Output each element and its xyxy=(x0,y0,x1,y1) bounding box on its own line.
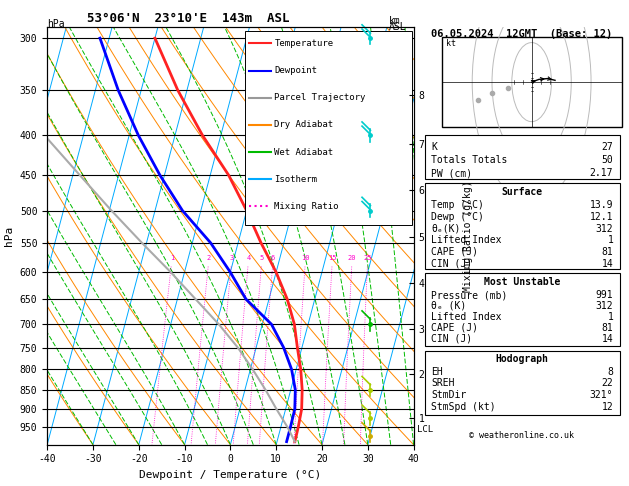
Text: 3: 3 xyxy=(230,255,234,261)
Text: 321°: 321° xyxy=(590,390,613,400)
Text: Lifted Index: Lifted Index xyxy=(431,235,502,245)
X-axis label: Dewpoint / Temperature (°C): Dewpoint / Temperature (°C) xyxy=(139,470,321,480)
Text: 2: 2 xyxy=(207,255,211,261)
Text: Dry Adiabat: Dry Adiabat xyxy=(274,121,333,129)
Text: Dry Adiabat: Dry Adiabat xyxy=(274,121,333,129)
Text: Temperature: Temperature xyxy=(274,39,333,48)
Text: Surface: Surface xyxy=(502,187,543,197)
Text: 1: 1 xyxy=(608,235,613,245)
Text: Parcel Trajectory: Parcel Trajectory xyxy=(274,93,365,102)
Text: 06.05.2024  12GMT  (Base: 12): 06.05.2024 12GMT (Base: 12) xyxy=(430,29,612,39)
Text: Isotherm: Isotherm xyxy=(274,175,318,184)
Text: Parcel Trajectory: Parcel Trajectory xyxy=(274,93,365,102)
Text: Dewpoint: Dewpoint xyxy=(274,66,318,75)
Y-axis label: Mixing Ratio (g/kg): Mixing Ratio (g/kg) xyxy=(463,180,473,292)
Text: 10: 10 xyxy=(301,255,309,261)
Text: Most Unstable: Most Unstable xyxy=(484,277,560,287)
Text: 8: 8 xyxy=(608,366,613,377)
Text: Hodograph: Hodograph xyxy=(496,354,548,364)
Text: 50: 50 xyxy=(601,155,613,165)
Text: 312: 312 xyxy=(596,301,613,311)
Text: hPa: hPa xyxy=(47,19,65,30)
Text: 12.1: 12.1 xyxy=(590,212,613,222)
Bar xyxy=(425,136,620,179)
Bar xyxy=(425,184,620,269)
Text: CIN (J): CIN (J) xyxy=(431,333,472,344)
Text: EH: EH xyxy=(431,366,443,377)
Text: PW (cm): PW (cm) xyxy=(431,169,472,178)
Text: kt: kt xyxy=(446,39,456,48)
Text: Mixing Ratio: Mixing Ratio xyxy=(274,202,339,211)
Text: 1: 1 xyxy=(608,312,613,322)
Text: Isotherm: Isotherm xyxy=(274,175,318,184)
Text: 2.17: 2.17 xyxy=(590,169,613,178)
Text: 22: 22 xyxy=(601,378,613,388)
Text: θₑ(K): θₑ(K) xyxy=(431,224,460,234)
Text: 4: 4 xyxy=(247,255,250,261)
Text: 12: 12 xyxy=(601,401,613,412)
Text: 5: 5 xyxy=(260,255,264,261)
Text: 14: 14 xyxy=(601,333,613,344)
Text: K: K xyxy=(431,142,437,152)
Text: 27: 27 xyxy=(601,142,613,152)
Text: Lifted Index: Lifted Index xyxy=(431,312,502,322)
Bar xyxy=(425,273,620,347)
Text: 53°06'N  23°10'E  143m  ASL: 53°06'N 23°10'E 143m ASL xyxy=(87,12,290,25)
Text: CAPE (J): CAPE (J) xyxy=(431,247,478,257)
Text: Wet Adiabat: Wet Adiabat xyxy=(274,148,333,156)
Text: Totals Totals: Totals Totals xyxy=(431,155,508,165)
Text: LCL: LCL xyxy=(417,425,433,434)
Text: 81: 81 xyxy=(601,247,613,257)
Text: Dewp (°C): Dewp (°C) xyxy=(431,212,484,222)
Text: 14: 14 xyxy=(601,259,613,269)
Text: StmSpd (kt): StmSpd (kt) xyxy=(431,401,496,412)
Text: StmDir: StmDir xyxy=(431,390,466,400)
Text: Dewpoint: Dewpoint xyxy=(274,66,318,75)
Text: 13.9: 13.9 xyxy=(590,200,613,210)
Text: 81: 81 xyxy=(601,323,613,332)
Text: ASL: ASL xyxy=(389,22,406,32)
Bar xyxy=(442,37,621,127)
Text: CIN (J): CIN (J) xyxy=(431,259,472,269)
Text: Wet Adiabat: Wet Adiabat xyxy=(274,148,333,156)
Text: © weatheronline.co.uk: © weatheronline.co.uk xyxy=(469,431,574,440)
Text: 6: 6 xyxy=(271,255,275,261)
Text: Temp (°C): Temp (°C) xyxy=(431,200,484,210)
Text: 20: 20 xyxy=(348,255,356,261)
Text: 312: 312 xyxy=(596,224,613,234)
Text: 25: 25 xyxy=(364,255,372,261)
Text: Pressure (mb): Pressure (mb) xyxy=(431,290,508,300)
Text: 15: 15 xyxy=(328,255,337,261)
Text: km: km xyxy=(389,16,401,26)
Text: 1: 1 xyxy=(170,255,174,261)
Text: 991: 991 xyxy=(596,290,613,300)
Text: SREH: SREH xyxy=(431,378,455,388)
Text: θₑ (K): θₑ (K) xyxy=(431,301,466,311)
Text: Temperature: Temperature xyxy=(274,39,333,48)
Text: CAPE (J): CAPE (J) xyxy=(431,323,478,332)
Y-axis label: hPa: hPa xyxy=(4,226,14,246)
Bar xyxy=(425,351,620,416)
Text: Mixing Ratio: Mixing Ratio xyxy=(274,202,339,211)
FancyBboxPatch shape xyxy=(245,31,412,226)
